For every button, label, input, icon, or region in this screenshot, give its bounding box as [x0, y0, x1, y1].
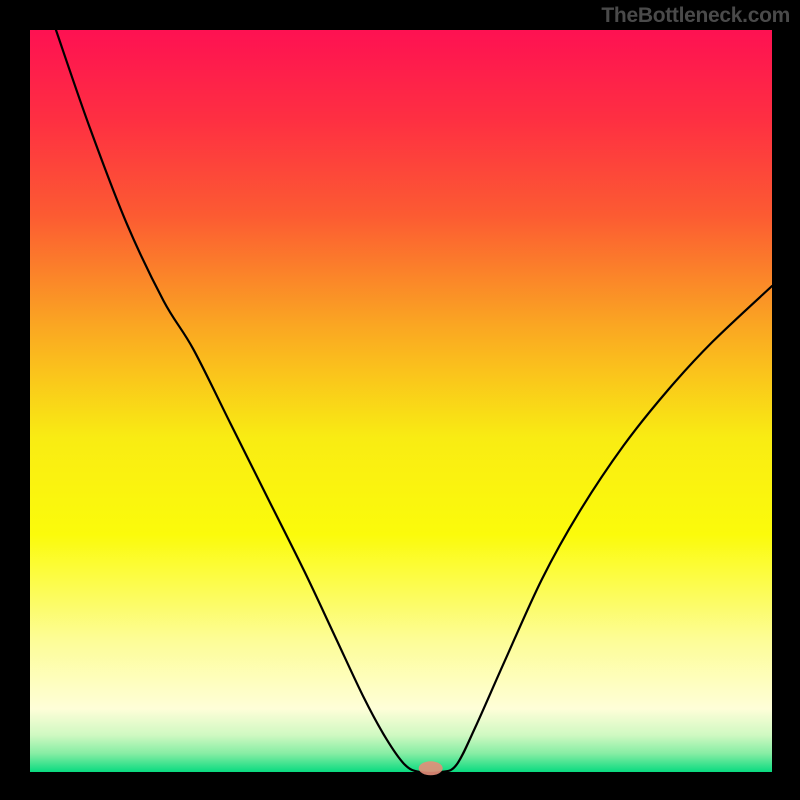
bottleneck-chart	[0, 0, 800, 800]
optimal-point-marker	[419, 761, 443, 775]
watermark-text: TheBottleneck.com	[601, 4, 790, 28]
chart-plot-area	[30, 30, 772, 772]
